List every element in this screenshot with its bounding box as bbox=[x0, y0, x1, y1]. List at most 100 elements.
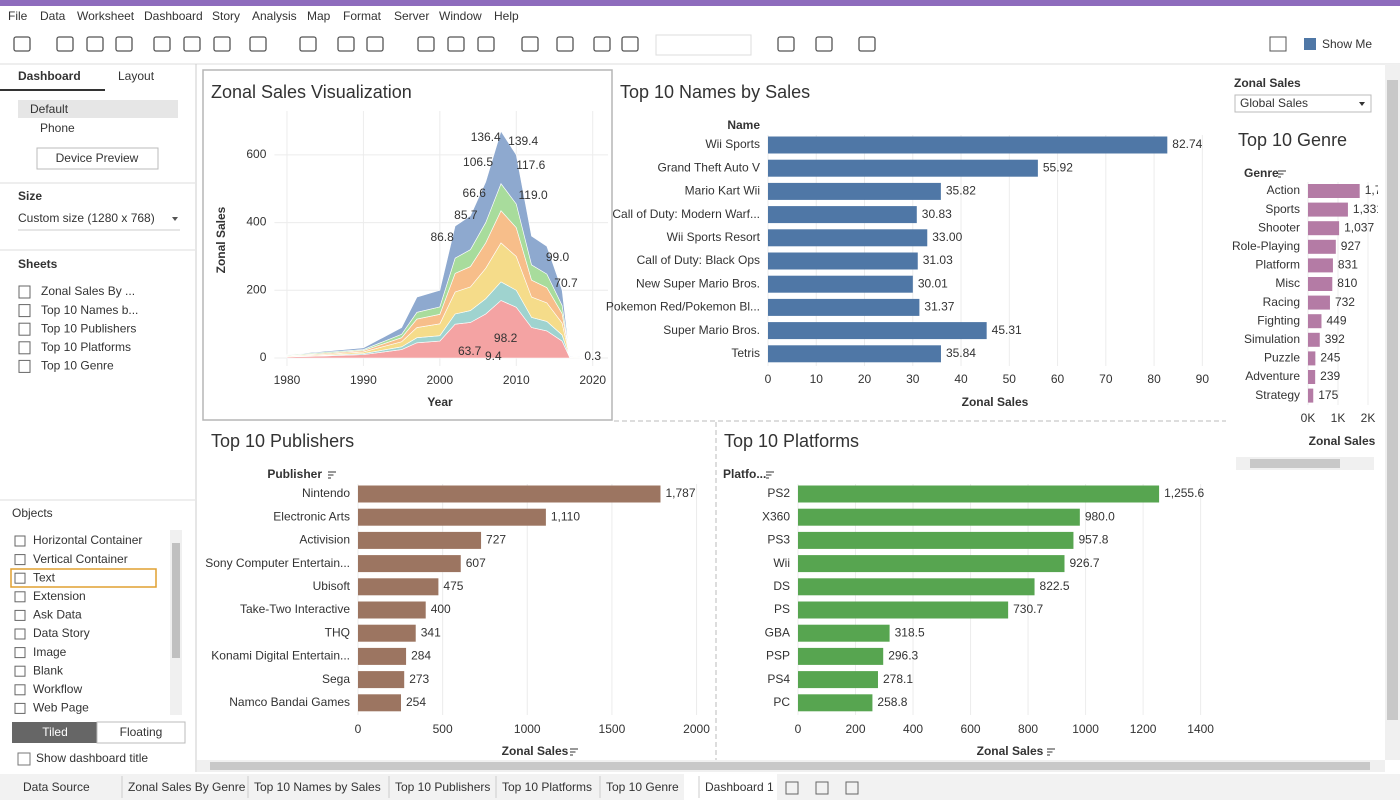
toolbar-icon[interactable] bbox=[858, 36, 876, 52]
sheet-tab[interactable]: Top 10 Publishers bbox=[395, 780, 490, 794]
toolbar-icon[interactable] bbox=[56, 36, 74, 52]
object-item[interactable]: Text bbox=[33, 570, 56, 584]
filter-dropdown[interactable] bbox=[1234, 94, 1372, 113]
scroll-thumb[interactable] bbox=[210, 762, 1370, 770]
new-sheet-icon[interactable] bbox=[845, 781, 859, 795]
new-sheet-icon[interactable] bbox=[785, 781, 799, 795]
chart-title: Zonal Sales Visualization bbox=[211, 82, 412, 102]
chart-title: Top 10 Names by Sales bbox=[620, 82, 810, 102]
objects-scroll-thumb[interactable] bbox=[172, 543, 180, 658]
toolbar-icon[interactable] bbox=[1269, 36, 1287, 52]
sheet-tab[interactable]: Data Source bbox=[23, 780, 90, 794]
toolbar-icon[interactable] bbox=[447, 36, 465, 52]
sheet-tab[interactable]: Zonal Sales By Genre bbox=[128, 780, 246, 794]
toolbar-icon[interactable] bbox=[337, 36, 355, 52]
field-dropdown[interactable] bbox=[655, 34, 752, 56]
floating-label[interactable]: Floating bbox=[120, 725, 163, 739]
x-tick-label: 400 bbox=[903, 722, 923, 736]
new-sheet-icon[interactable] bbox=[815, 781, 829, 795]
toolbar-icon[interactable] bbox=[249, 36, 267, 52]
sheet-tab[interactable]: Top 10 Platforms bbox=[502, 780, 592, 794]
menu-item[interactable]: Analysis bbox=[252, 9, 297, 23]
toolbar-icon[interactable] bbox=[477, 36, 495, 52]
object-item[interactable]: Image bbox=[33, 645, 67, 659]
sheet-item[interactable]: Top 10 Genre bbox=[41, 359, 114, 373]
sheet-tab[interactable]: Dashboard 1 bbox=[705, 780, 774, 794]
size-dropdown[interactable]: Custom size (1280 x 768) bbox=[18, 211, 155, 225]
menu-item[interactable]: Map bbox=[307, 9, 331, 23]
toolbar-icon[interactable] bbox=[556, 36, 574, 52]
sheet-item[interactable]: Top 10 Platforms bbox=[41, 340, 131, 354]
sheet-icon bbox=[18, 304, 31, 318]
panel-tab[interactable]: Layout bbox=[118, 69, 155, 83]
menu-item[interactable]: Window bbox=[439, 9, 482, 23]
toolbar-icon[interactable] bbox=[815, 36, 833, 52]
device-option[interactable]: Phone bbox=[40, 121, 75, 135]
device-preview-button[interactable]: Device Preview bbox=[56, 151, 139, 165]
toolbar-icon[interactable] bbox=[366, 36, 384, 52]
data-label: 85.7 bbox=[454, 208, 478, 222]
show-me-icon[interactable] bbox=[1304, 38, 1316, 50]
menu-item[interactable]: Data bbox=[40, 9, 66, 23]
menu-item[interactable]: Format bbox=[343, 9, 382, 23]
menu-item[interactable]: Worksheet bbox=[77, 9, 135, 23]
value-label: 822.5 bbox=[1040, 579, 1070, 593]
floating-button[interactable] bbox=[96, 721, 186, 744]
sheet-tab[interactable]: Top 10 Genre bbox=[606, 780, 679, 794]
checkbox-label[interactable]: Show dashboard title bbox=[36, 751, 148, 765]
panel-tab[interactable]: Dashboard bbox=[18, 69, 81, 83]
x-tick-label: 1980 bbox=[274, 373, 301, 387]
toolbar-icon[interactable] bbox=[521, 36, 539, 52]
sheet-tab[interactable]: Top 10 Names by Sales bbox=[254, 780, 381, 794]
object-item[interactable]: Extension bbox=[33, 589, 86, 603]
object-item[interactable]: Web Page bbox=[33, 701, 89, 715]
x-tick-label: 1500 bbox=[599, 722, 626, 736]
category-label: Adventure bbox=[1245, 369, 1300, 383]
toolbar-icon[interactable] bbox=[417, 36, 435, 52]
tiled-label[interactable]: Tiled bbox=[42, 725, 68, 739]
bar bbox=[358, 555, 461, 573]
sheet-item[interactable]: Top 10 Names b... bbox=[41, 303, 138, 317]
toolbar-icon[interactable] bbox=[777, 36, 795, 52]
object-item[interactable]: Data Story bbox=[33, 626, 90, 640]
genre-scroll-thumb[interactable] bbox=[1250, 459, 1340, 468]
object-item[interactable]: Ask Data bbox=[33, 608, 82, 622]
toolbar-icon[interactable] bbox=[86, 36, 104, 52]
toolbar-icon[interactable] bbox=[115, 36, 133, 52]
value-label: 318.5 bbox=[895, 625, 925, 639]
toolbar-icon[interactable] bbox=[153, 36, 171, 52]
section-title: Size bbox=[18, 189, 42, 203]
button[interactable] bbox=[36, 147, 159, 170]
object-item[interactable]: Horizontal Container bbox=[33, 533, 142, 547]
toolbar-icon[interactable] bbox=[621, 36, 639, 52]
object-item[interactable]: Vertical Container bbox=[33, 552, 128, 566]
x-axis-title: Zonal Sales bbox=[977, 744, 1044, 758]
category-label: Role-Playing bbox=[1232, 239, 1300, 253]
menu-item[interactable]: File bbox=[8, 9, 28, 23]
show-me-button[interactable]: Show Me bbox=[1322, 37, 1372, 51]
tiled-button[interactable] bbox=[12, 722, 97, 743]
sheet-item[interactable]: Top 10 Publishers bbox=[41, 321, 136, 335]
device-option[interactable]: Default bbox=[30, 102, 69, 116]
object-icon bbox=[14, 535, 26, 547]
menu-item[interactable]: Server bbox=[394, 9, 429, 23]
menu-item[interactable]: Story bbox=[212, 9, 240, 23]
toolbar-icon[interactable] bbox=[299, 36, 317, 52]
value-label: 296.3 bbox=[888, 649, 918, 663]
filter-value[interactable]: Global Sales bbox=[1240, 96, 1308, 110]
toolbar-icon[interactable] bbox=[13, 36, 31, 52]
checkbox[interactable] bbox=[17, 752, 31, 766]
toolbar-icon[interactable] bbox=[593, 36, 611, 52]
object-item[interactable]: Blank bbox=[33, 663, 64, 677]
menu-item[interactable]: Dashboard bbox=[144, 9, 203, 23]
bar bbox=[1308, 202, 1348, 217]
object-item[interactable]: Workflow bbox=[33, 682, 82, 696]
object-icon bbox=[14, 554, 26, 566]
value-label: 254 bbox=[406, 695, 426, 709]
toolbar-icon[interactable] bbox=[213, 36, 231, 52]
toolbar-icon[interactable] bbox=[183, 36, 201, 52]
scroll-thumb[interactable] bbox=[1387, 80, 1398, 720]
menu-item[interactable]: Help bbox=[494, 9, 519, 23]
sheet-item[interactable]: Zonal Sales By ... bbox=[41, 284, 135, 298]
bar bbox=[798, 485, 1160, 503]
